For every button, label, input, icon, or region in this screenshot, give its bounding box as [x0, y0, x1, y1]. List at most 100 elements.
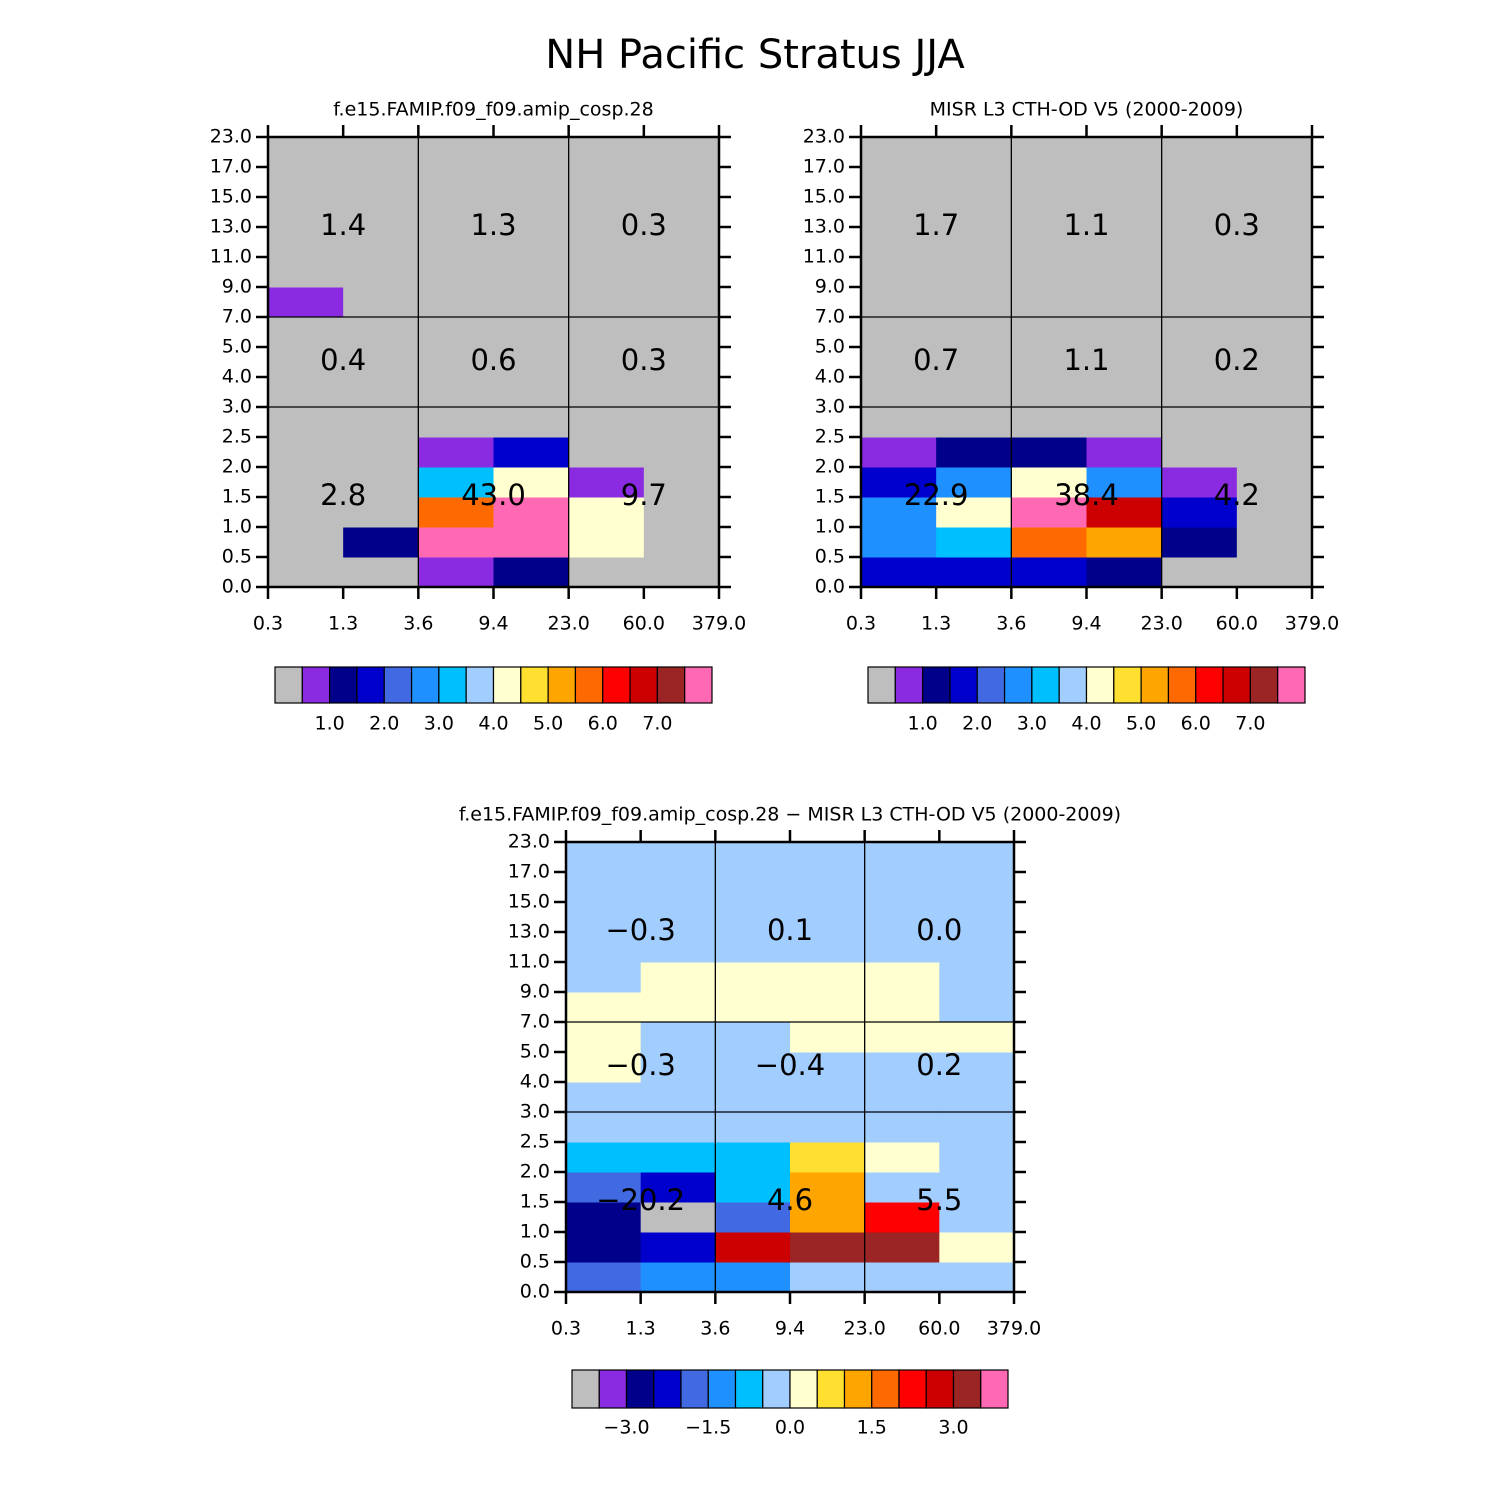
y-tick-label: 11.0 — [210, 246, 252, 268]
cell — [715, 1142, 791, 1173]
cell — [640, 932, 716, 963]
x-tick-label: 1.3 — [626, 1318, 656, 1340]
x-tick-label: 1.3 — [921, 613, 951, 635]
cell — [268, 137, 344, 168]
colorbar-box — [602, 666, 631, 704]
cell — [936, 497, 1012, 528]
y-tick-label: 11.0 — [803, 246, 845, 268]
y-tick-label: 9.0 — [520, 981, 550, 1003]
cell — [936, 137, 1012, 168]
colorbar-label: 2.0 — [962, 713, 992, 735]
cell — [568, 317, 645, 348]
cell — [268, 527, 344, 558]
cell — [343, 437, 419, 468]
colorbar-box — [898, 1369, 927, 1409]
cell — [939, 1082, 1015, 1113]
cell — [418, 377, 494, 408]
y-tick-label: 1.0 — [815, 516, 845, 538]
summary-label: −20.2 — [596, 1183, 685, 1217]
cell — [343, 557, 419, 588]
colorbar-box — [1113, 666, 1142, 704]
y-tick-label: 3.0 — [815, 396, 845, 418]
cell — [343, 137, 419, 168]
cell — [715, 1112, 791, 1143]
x-tick-label: 379.0 — [987, 1318, 1041, 1340]
cell — [418, 557, 494, 588]
cell — [418, 407, 494, 438]
x-tick-label: 3.6 — [996, 613, 1026, 635]
colorbar-box — [629, 666, 658, 704]
cell — [268, 317, 344, 348]
cell — [568, 557, 645, 588]
cell — [790, 1142, 866, 1173]
y-tick-label: 7.0 — [815, 306, 845, 328]
cell — [715, 842, 791, 873]
cell — [790, 842, 866, 873]
cell — [418, 527, 494, 558]
cell — [268, 197, 344, 228]
y-tick-label: 1.5 — [520, 1191, 550, 1213]
cell — [861, 497, 937, 528]
x-tick-label: 379.0 — [1285, 613, 1339, 635]
colorbar-label: 7.0 — [642, 713, 672, 735]
colorbar-box — [1249, 666, 1279, 704]
cell — [568, 437, 645, 468]
cell — [566, 842, 642, 873]
colorbar-box — [922, 666, 951, 704]
panel-title: f.e15.FAMIP.f09_f09.amip_cosp.28 — [333, 99, 653, 121]
cell — [493, 197, 570, 228]
cell — [1236, 257, 1313, 288]
cell — [568, 137, 645, 168]
colorbar-label: −3.0 — [603, 1417, 649, 1439]
colorbar-box — [274, 666, 303, 704]
cell — [1086, 347, 1163, 378]
cell — [643, 527, 720, 558]
cell — [566, 1082, 642, 1113]
x-tick-label: 3.6 — [403, 613, 433, 635]
cell — [790, 962, 866, 993]
cell — [861, 227, 937, 258]
cell — [939, 992, 1015, 1023]
cell — [1011, 227, 1087, 258]
colorbar-label: 4.0 — [1071, 713, 1101, 735]
cell — [939, 1022, 1015, 1053]
cell — [861, 257, 937, 288]
cell — [493, 437, 570, 468]
y-tick-label: 23.0 — [803, 126, 845, 148]
colorbar-box — [574, 666, 604, 704]
cell — [1161, 317, 1238, 348]
colorbar-box — [1085, 666, 1115, 704]
cell — [939, 1112, 1015, 1143]
y-tick-label: 0.0 — [815, 576, 845, 598]
colorbar-box — [734, 1369, 764, 1409]
cell — [268, 347, 344, 378]
cell — [568, 377, 645, 408]
summary-label: 22.9 — [904, 478, 969, 512]
colorbar-box — [1140, 666, 1170, 704]
cell — [1086, 407, 1163, 438]
cell — [493, 227, 570, 258]
colorbar-box — [925, 1369, 955, 1409]
cell — [1236, 527, 1313, 558]
cell — [268, 257, 344, 288]
y-tick-label: 7.0 — [520, 1011, 550, 1033]
cell — [1236, 437, 1313, 468]
y-tick-label: 17.0 — [210, 156, 252, 178]
cell — [643, 227, 720, 258]
cell — [493, 347, 570, 378]
y-tick-label: 7.0 — [222, 306, 252, 328]
y-tick-label: 11.0 — [508, 951, 550, 973]
cell — [1011, 407, 1087, 438]
cell — [1011, 257, 1087, 288]
cell — [643, 557, 720, 588]
cell — [343, 227, 419, 258]
cell — [493, 137, 570, 168]
colorbar-box — [789, 1369, 818, 1409]
cell — [343, 347, 419, 378]
x-tick-label: 9.4 — [1071, 613, 1101, 635]
cell — [1011, 497, 1087, 528]
cell — [790, 1262, 866, 1293]
cell — [936, 317, 1012, 348]
colorbar-label: 3.0 — [1017, 713, 1047, 735]
y-tick-label: 23.0 — [210, 126, 252, 148]
